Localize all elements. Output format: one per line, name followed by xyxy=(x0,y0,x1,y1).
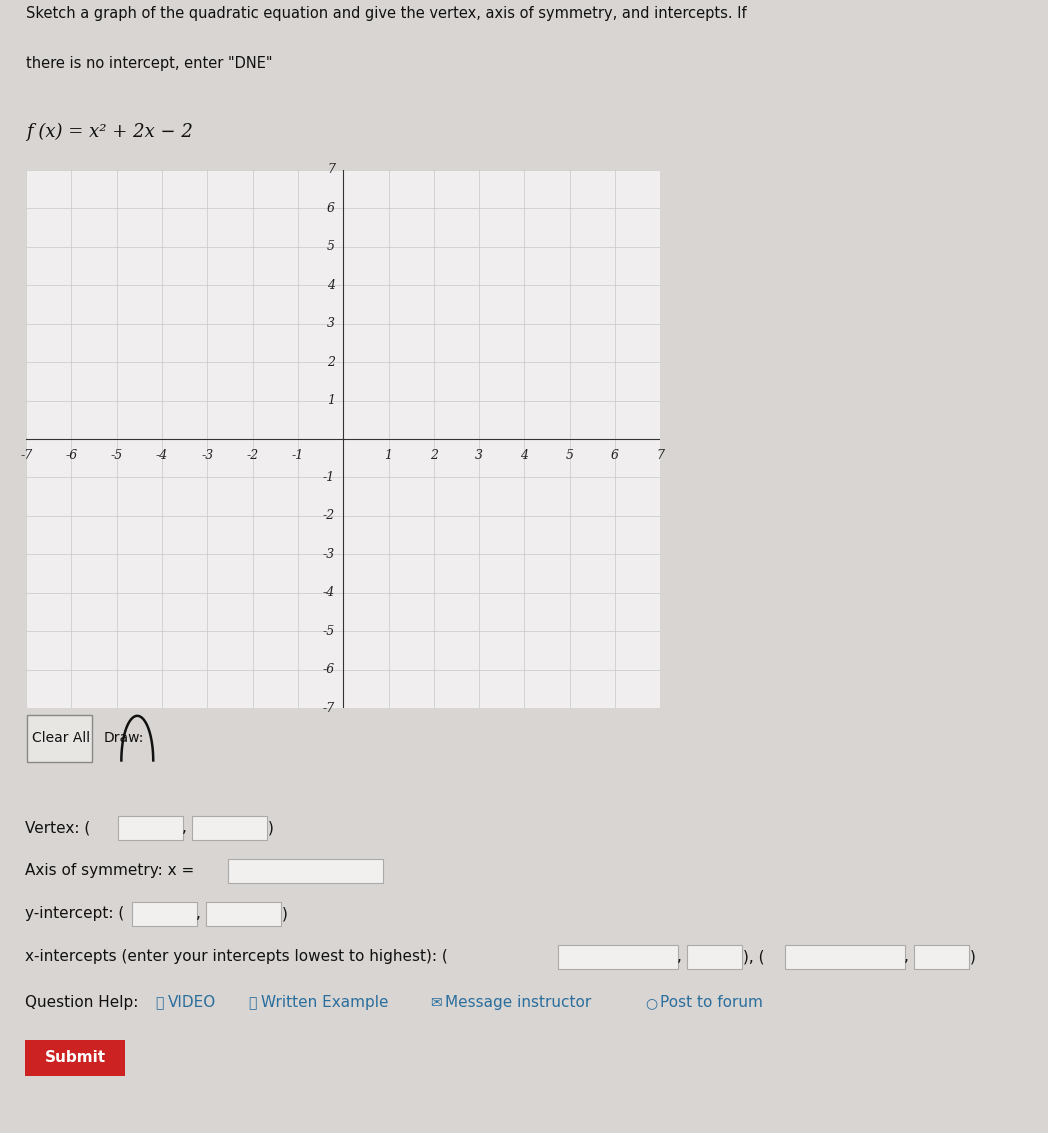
Bar xyxy=(118,816,183,840)
Text: Axis of symmetry: x =: Axis of symmetry: x = xyxy=(25,863,194,878)
Bar xyxy=(192,816,267,840)
Text: -7: -7 xyxy=(20,449,32,461)
Text: 6: 6 xyxy=(611,449,619,461)
Text: 3: 3 xyxy=(475,449,483,461)
Text: 1: 1 xyxy=(385,449,393,461)
Text: Submit: Submit xyxy=(44,1050,106,1065)
Text: ⧉: ⧉ xyxy=(155,996,163,1010)
Bar xyxy=(132,902,197,926)
Text: 5: 5 xyxy=(327,240,335,254)
Text: ⧉: ⧉ xyxy=(248,996,257,1010)
Text: VIDEO: VIDEO xyxy=(168,995,216,1011)
Text: Message instructor: Message instructor xyxy=(445,995,591,1011)
Text: 4: 4 xyxy=(327,279,335,292)
Text: ,: , xyxy=(677,949,681,964)
Text: ), (: ), ( xyxy=(743,949,764,964)
Text: -2: -2 xyxy=(323,510,335,522)
Text: -4: -4 xyxy=(156,449,168,461)
Text: ): ) xyxy=(282,906,288,921)
Text: -5: -5 xyxy=(323,624,335,638)
Text: ): ) xyxy=(970,949,976,964)
Text: there is no intercept, enter "DNE": there is no intercept, enter "DNE" xyxy=(26,56,272,70)
Text: -1: -1 xyxy=(291,449,304,461)
Text: Written Example: Written Example xyxy=(261,995,389,1011)
Text: Vertex: (: Vertex: ( xyxy=(25,820,90,835)
Text: ): ) xyxy=(268,820,274,835)
Text: Clear All: Clear All xyxy=(31,731,90,744)
Text: 6: 6 xyxy=(327,202,335,215)
Text: Draw:: Draw: xyxy=(104,731,145,744)
Bar xyxy=(228,859,383,883)
Text: 2: 2 xyxy=(430,449,438,461)
Text: 4: 4 xyxy=(521,449,528,461)
Text: ,: , xyxy=(181,820,187,835)
Text: -3: -3 xyxy=(323,548,335,561)
Bar xyxy=(25,1040,125,1076)
Text: -7: -7 xyxy=(323,701,335,715)
Bar xyxy=(206,902,281,926)
FancyBboxPatch shape xyxy=(27,715,92,761)
Text: -5: -5 xyxy=(111,449,123,461)
Text: 2: 2 xyxy=(327,356,335,368)
Text: -3: -3 xyxy=(201,449,214,461)
Text: ○: ○ xyxy=(645,996,657,1010)
Text: Question Help:: Question Help: xyxy=(25,995,138,1011)
Text: Post to forum: Post to forum xyxy=(660,995,763,1011)
Text: f (x) = x² + 2x − 2: f (x) = x² + 2x − 2 xyxy=(26,122,193,140)
Text: x-intercepts (enter your intercepts lowest to highest): (: x-intercepts (enter your intercepts lowe… xyxy=(25,949,447,964)
Text: ,: , xyxy=(196,906,200,921)
Text: 3: 3 xyxy=(327,317,335,330)
Text: -6: -6 xyxy=(65,449,78,461)
Text: -1: -1 xyxy=(323,471,335,484)
Text: 5: 5 xyxy=(566,449,573,461)
Text: y-intercept: (: y-intercept: ( xyxy=(25,906,125,921)
Text: ,: , xyxy=(903,949,909,964)
Bar xyxy=(914,945,969,969)
Bar xyxy=(558,945,678,969)
Bar xyxy=(785,945,905,969)
Text: -2: -2 xyxy=(246,449,259,461)
Bar xyxy=(687,945,742,969)
Text: -4: -4 xyxy=(323,586,335,599)
Text: 7: 7 xyxy=(327,163,335,177)
Text: ✉: ✉ xyxy=(430,996,441,1010)
Text: -6: -6 xyxy=(323,663,335,676)
Text: 1: 1 xyxy=(327,394,335,407)
Text: 7: 7 xyxy=(656,449,664,461)
Text: Sketch a graph of the quadratic equation and give the vertex, axis of symmetry, : Sketch a graph of the quadratic equation… xyxy=(26,6,747,20)
